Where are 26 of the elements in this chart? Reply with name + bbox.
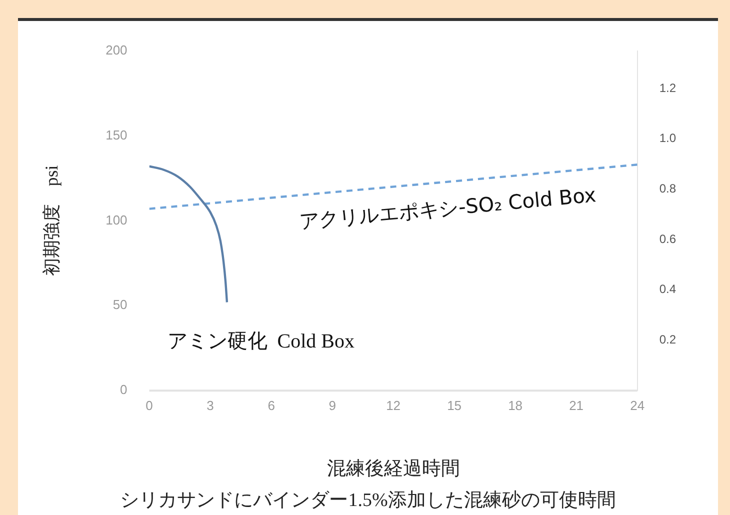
y-tick-label: 50	[112, 297, 128, 312]
x-tick-label: 0	[146, 398, 153, 413]
y2-tick-label: 0.8	[659, 182, 676, 196]
x-tick-label: 24	[630, 398, 645, 413]
text: アクリルエポキシ-SO₂ Cold Box	[298, 182, 598, 234]
x-tick-label: 9	[328, 398, 336, 413]
text: アミン硬化 Cold Box	[167, 330, 355, 352]
y-tick-label: 150	[106, 127, 128, 142]
y-tick-label: 200	[106, 42, 128, 58]
x-tick-label: 15	[447, 398, 462, 413]
x-tick-label: 12	[386, 398, 401, 413]
x-tick-label: 21	[569, 398, 584, 413]
y2-tick-label: 0.6	[659, 232, 676, 246]
y2-tick-label: 1.2	[659, 80, 676, 95]
text: シリカサンドにバインダー1.5%添加した混練砂の可使時間	[119, 489, 617, 513]
y2-tick-label: 0.4	[659, 282, 676, 296]
y2-tick-label: 0.2	[659, 332, 676, 347]
y-tick-label: 0	[120, 382, 128, 398]
x-tick-label: 6	[268, 398, 275, 413]
y2-tick-label: 1.0	[659, 131, 676, 146]
x-tick-label: 18	[508, 398, 523, 413]
x-tick-label: 3	[206, 398, 214, 413]
y-tick-label: 100	[106, 212, 128, 228]
x-axis-title: 混練後経過時間	[326, 458, 460, 480]
y-axis-title: 初期強度 psi	[42, 165, 62, 276]
line-series	[149, 165, 228, 304]
